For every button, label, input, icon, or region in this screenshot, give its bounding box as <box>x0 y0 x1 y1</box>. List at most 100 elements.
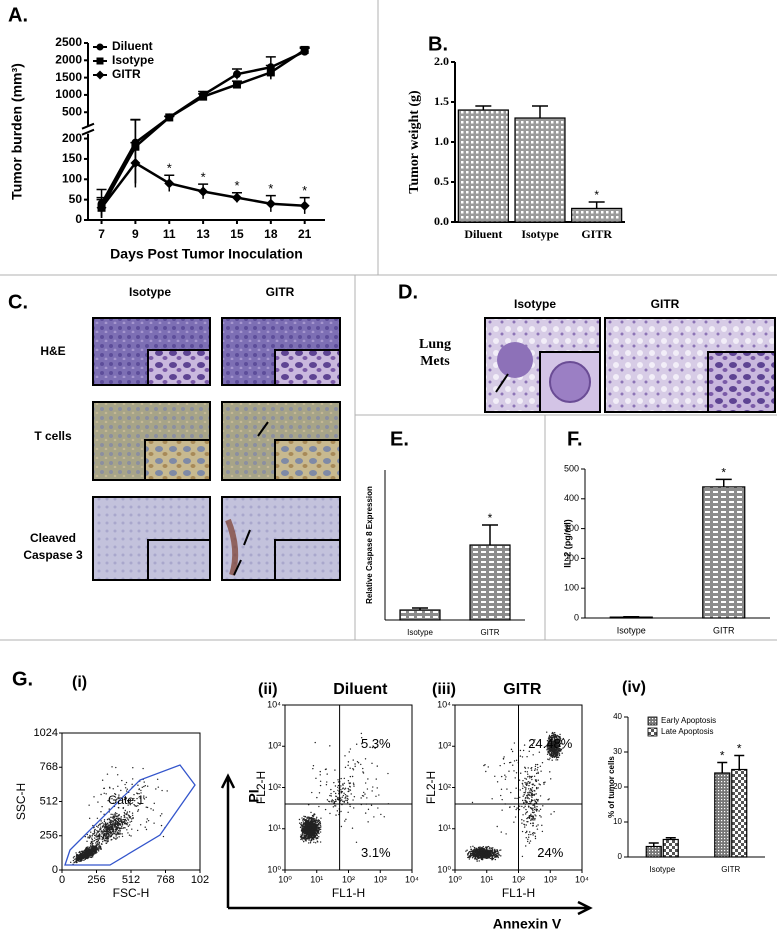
event-dot <box>561 743 564 745</box>
event-dot <box>557 745 559 747</box>
event-dot <box>93 839 96 842</box>
event-dot <box>539 784 541 786</box>
event-dot <box>334 792 337 795</box>
event-dot <box>88 853 90 856</box>
bar <box>714 772 731 858</box>
event-dot <box>332 806 335 808</box>
event-dot <box>93 832 96 835</box>
event-dot <box>548 759 550 761</box>
event-dot <box>107 832 109 835</box>
event-dot <box>528 784 530 787</box>
event-dot <box>340 788 342 791</box>
event-dot <box>551 749 554 751</box>
event-dot <box>305 823 307 825</box>
event-dot <box>118 827 120 830</box>
event-dot <box>110 827 113 829</box>
event-dot <box>466 849 468 851</box>
event-dot <box>120 789 122 792</box>
event-dot <box>534 817 536 820</box>
event-dot <box>117 803 120 805</box>
event-dot <box>534 814 536 816</box>
event-dot <box>348 782 350 784</box>
event-dot <box>364 758 367 760</box>
event-dot <box>105 823 108 826</box>
legend-label: GITR <box>112 67 141 81</box>
event-dot <box>145 806 147 808</box>
event-dot <box>491 852 494 855</box>
event-dot <box>90 831 92 833</box>
event-dot <box>92 833 94 835</box>
event-dot <box>124 816 126 818</box>
event-dot <box>474 857 477 860</box>
event-dot <box>75 855 78 858</box>
event-dot <box>534 768 537 770</box>
event-dot <box>468 855 470 857</box>
micrographs-d <box>484 317 776 413</box>
event-dot <box>304 838 306 841</box>
event-dot <box>137 809 140 811</box>
event-dot <box>314 813 316 816</box>
event-dot <box>364 793 366 795</box>
event-dot <box>490 847 493 849</box>
event-dot <box>363 791 365 794</box>
event-dot <box>333 781 335 784</box>
event-dot <box>311 838 313 840</box>
event-dot <box>559 742 562 745</box>
x-tick-label: 0 <box>59 874 65 886</box>
event-dot <box>546 731 548 733</box>
event-dot <box>128 824 131 826</box>
event-dot <box>315 824 317 826</box>
event-dot <box>115 825 118 828</box>
event-dot <box>337 796 339 799</box>
event-dot <box>548 798 550 800</box>
event-dot <box>554 734 556 736</box>
marker <box>231 192 242 203</box>
event-dot <box>551 746 553 749</box>
event-dot <box>111 838 113 841</box>
x-tick-label: Isotype <box>407 628 433 637</box>
event-dot <box>532 819 534 821</box>
y-tick-label: 10¹ <box>268 823 281 833</box>
legend-swatch <box>647 716 658 726</box>
event-dot <box>308 835 310 837</box>
event-dot <box>133 797 135 800</box>
panel-label: D. <box>398 281 418 303</box>
subpanel-label: (iii) <box>432 681 456 698</box>
event-dot <box>132 816 134 819</box>
event-dot <box>534 799 536 801</box>
event-dot <box>124 787 127 789</box>
y-tick-label: 150 <box>62 151 82 165</box>
event-dot <box>493 852 495 855</box>
event-dot <box>367 808 370 811</box>
event-dot <box>513 805 516 808</box>
event-dot <box>99 837 101 839</box>
event-dot <box>552 745 555 747</box>
event-dot <box>518 805 521 807</box>
event-dot <box>137 805 139 807</box>
event-dot <box>85 850 87 852</box>
error-bar <box>717 761 728 773</box>
event-dot <box>106 836 108 838</box>
event-dot <box>346 795 348 797</box>
event-dot <box>546 749 548 751</box>
event-dot <box>301 817 303 819</box>
event-dot <box>364 782 367 784</box>
event-dot <box>337 779 339 781</box>
event-dot <box>129 799 131 802</box>
event-dot <box>303 819 306 821</box>
event-dot <box>521 822 523 824</box>
event-dot <box>349 748 352 750</box>
event-dot <box>556 739 559 741</box>
event-dot <box>130 835 132 837</box>
event-dot <box>79 856 81 858</box>
event-dot <box>114 812 117 814</box>
axis-break <box>81 122 95 130</box>
panel-label: C. <box>8 291 28 313</box>
event-dot <box>305 819 307 822</box>
legend-swatch <box>647 727 658 737</box>
event-dot <box>319 828 322 831</box>
event-dot <box>522 785 524 787</box>
event-dot <box>98 835 100 838</box>
event-dot <box>551 756 554 759</box>
event-dot <box>310 836 312 838</box>
